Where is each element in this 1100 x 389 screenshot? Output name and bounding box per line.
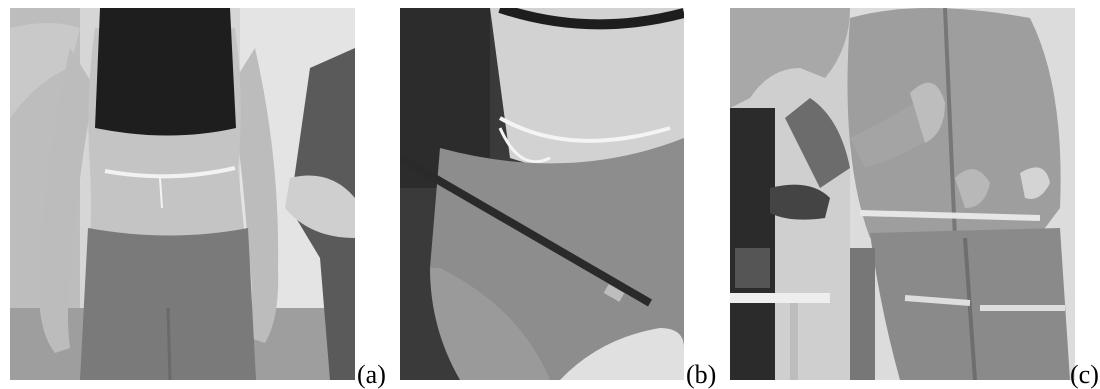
panel-label-b: (b) [686,360,717,389]
photo-panel-b [400,8,684,380]
photo-panel-c [730,8,1075,380]
photo-seated-torso-measuring-rod [400,8,684,380]
photo-seated-firefighter-gear-measurement [730,8,1075,380]
panel-label-a: (a) [357,360,386,389]
photo-standing-person-waist-tape [10,8,355,380]
panel-label-c: (c) [1070,360,1099,389]
photo-panel-a [10,8,355,380]
